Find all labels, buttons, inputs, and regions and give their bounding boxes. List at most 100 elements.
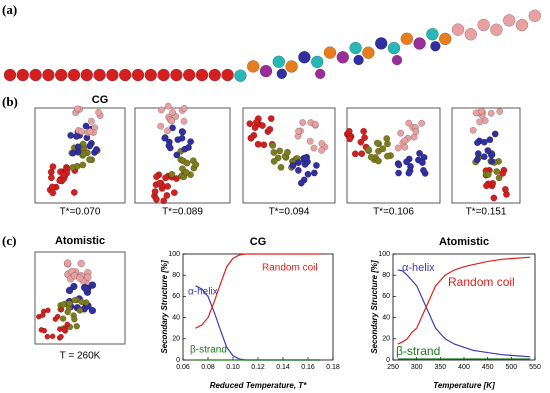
bead bbox=[42, 68, 55, 82]
bead bbox=[153, 173, 161, 181]
y-tick-label: 100 bbox=[378, 251, 390, 258]
series-line bbox=[397, 269, 531, 358]
x-tick-label: 500 bbox=[505, 364, 517, 371]
bead bbox=[306, 137, 314, 145]
snapshot-caption: T*=0.151 bbox=[466, 207, 507, 218]
bead bbox=[474, 150, 482, 158]
bead bbox=[118, 68, 132, 82]
bead bbox=[161, 134, 169, 142]
y-tick-label: 80 bbox=[382, 272, 390, 279]
bead bbox=[480, 138, 488, 146]
x-tick-label: 0.08 bbox=[201, 364, 215, 371]
bead bbox=[416, 149, 423, 157]
bead bbox=[418, 119, 426, 127]
bead bbox=[270, 157, 278, 165]
bead bbox=[488, 151, 496, 159]
x-tick-label: 0.18 bbox=[326, 364, 340, 371]
y-axis-label: Secondary Structure [%] bbox=[370, 260, 379, 354]
bead bbox=[162, 174, 169, 182]
bead bbox=[180, 117, 188, 125]
bead bbox=[182, 168, 190, 176]
bead bbox=[84, 273, 92, 282]
series-label: Random coil bbox=[448, 275, 515, 289]
x-tick-label: 0.06 bbox=[176, 364, 190, 371]
bead bbox=[464, 28, 478, 41]
bead bbox=[403, 158, 410, 166]
bead bbox=[496, 108, 504, 115]
bead bbox=[357, 138, 365, 146]
bead bbox=[515, 18, 529, 32]
panel-label: (c) bbox=[2, 233, 16, 248]
bead bbox=[49, 163, 57, 171]
bead bbox=[478, 107, 485, 115]
bead bbox=[295, 159, 302, 167]
bead bbox=[383, 135, 391, 143]
bead bbox=[73, 162, 81, 170]
bead bbox=[93, 145, 100, 153]
bead bbox=[87, 117, 95, 125]
bead bbox=[405, 169, 413, 177]
bead bbox=[78, 298, 86, 306]
series-label: α-helix bbox=[188, 287, 218, 298]
bead bbox=[67, 68, 81, 82]
bead bbox=[86, 128, 94, 135]
x-tick-label: 0.14 bbox=[276, 364, 290, 371]
bead bbox=[49, 333, 56, 340]
bead bbox=[480, 153, 488, 161]
bead bbox=[164, 127, 172, 135]
bead bbox=[473, 139, 481, 147]
bead bbox=[310, 144, 318, 152]
y-tick-label: 40 bbox=[172, 314, 180, 321]
bead bbox=[131, 68, 145, 82]
bead bbox=[144, 68, 158, 82]
bead bbox=[351, 150, 359, 158]
bead bbox=[486, 136, 494, 144]
bead bbox=[391, 54, 403, 66]
bead bbox=[156, 179, 163, 187]
bead bbox=[482, 182, 490, 190]
series-line bbox=[397, 256, 531, 345]
bead bbox=[73, 322, 80, 330]
x-tick-label: 300 bbox=[411, 364, 423, 371]
panel-label: (a) bbox=[2, 2, 17, 17]
x-tick-label: 350 bbox=[434, 364, 446, 371]
bead bbox=[65, 286, 74, 295]
bead bbox=[269, 142, 277, 149]
bead bbox=[314, 68, 326, 80]
bead bbox=[493, 168, 501, 175]
bead bbox=[451, 23, 465, 36]
bead bbox=[182, 68, 196, 82]
bead bbox=[59, 315, 67, 322]
bead bbox=[166, 144, 174, 152]
bead bbox=[476, 118, 484, 126]
bead bbox=[420, 166, 427, 174]
bead bbox=[151, 188, 159, 196]
bead bbox=[346, 135, 354, 143]
bead bbox=[405, 119, 413, 127]
bead bbox=[80, 68, 94, 82]
bead bbox=[289, 162, 297, 170]
bead bbox=[41, 327, 48, 334]
bead bbox=[169, 108, 177, 116]
bead bbox=[195, 68, 209, 82]
bead bbox=[67, 131, 75, 139]
series-label: α-helix bbox=[402, 262, 435, 274]
bead bbox=[246, 120, 254, 128]
bead bbox=[48, 183, 56, 191]
y-axis-label: Secondary Structure [%] bbox=[160, 260, 169, 354]
bead bbox=[185, 144, 192, 151]
bead bbox=[488, 158, 496, 165]
bead bbox=[397, 129, 405, 137]
bead bbox=[183, 159, 191, 167]
bead bbox=[484, 171, 492, 178]
bead bbox=[394, 144, 402, 152]
bead bbox=[383, 152, 391, 160]
bead bbox=[246, 60, 260, 73]
bead bbox=[284, 148, 291, 156]
panel-title: Atomistic bbox=[55, 235, 105, 247]
bead bbox=[349, 41, 362, 55]
bead bbox=[69, 149, 77, 157]
bead bbox=[295, 127, 302, 135]
bead bbox=[469, 126, 477, 134]
bead bbox=[45, 307, 51, 314]
